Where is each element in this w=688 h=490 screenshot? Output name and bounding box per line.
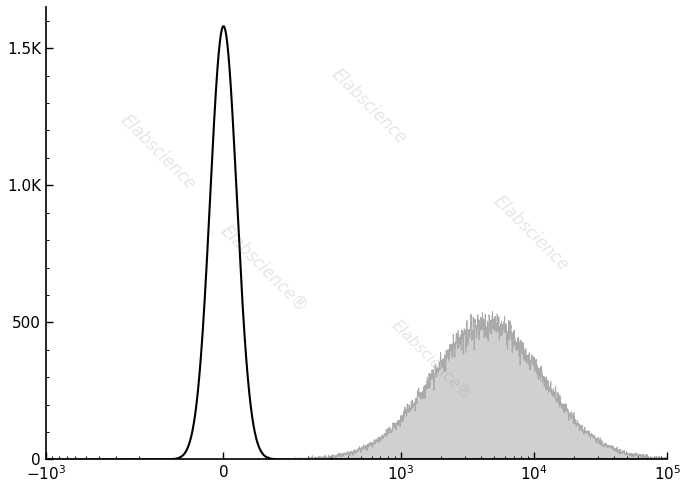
Text: Elabscience: Elabscience <box>117 111 199 193</box>
Text: Elabscience®: Elabscience® <box>217 222 310 317</box>
Polygon shape <box>268 312 667 460</box>
Text: Elabscience: Elabscience <box>490 192 572 274</box>
Text: Elabscience: Elabscience <box>328 65 410 147</box>
Text: Elabscience®: Elabscience® <box>389 318 474 403</box>
